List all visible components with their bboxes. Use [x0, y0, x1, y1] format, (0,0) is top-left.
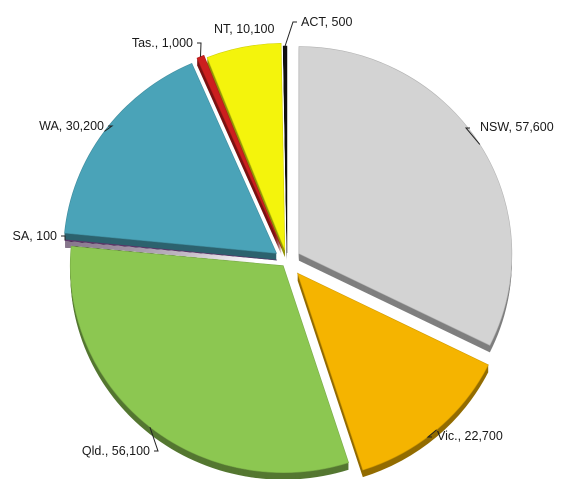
- leader-line-sa: [61, 235, 66, 241]
- data-label-sa: SA, 100: [13, 229, 58, 243]
- slice-layer: [64, 42, 513, 473]
- label-layer: NSW, 57,600 Vic., 22,700 Qld., 56,100 SA, 1…: [13, 15, 554, 458]
- leader-line-nsw: [464, 127, 481, 145]
- data-label-nt: NT, 10,100: [214, 22, 275, 36]
- data-label-vic: Vic., 22,700: [437, 429, 503, 443]
- pie-slice-qld: [69, 245, 349, 473]
- pie-slice-nt: [206, 42, 286, 251]
- data-label-tas: Tas., 1,000: [132, 36, 193, 50]
- slice-depth-sa: [64, 242, 278, 264]
- leader-line-vic: [426, 429, 437, 438]
- leader-line-layer: [61, 21, 481, 452]
- data-label-qld: Qld., 56,100: [82, 444, 150, 458]
- slice-depth-sa: [64, 241, 278, 263]
- leader-line-act: [284, 21, 297, 47]
- data-label-nsw: NSW, 57,600: [480, 120, 554, 134]
- leader-line-tas: [197, 42, 202, 57]
- leader-line-wa: [104, 125, 114, 132]
- slice-depth-sa: [64, 240, 278, 262]
- slice-depth-sa: [64, 243, 278, 265]
- data-label-act: ACT, 500: [301, 15, 352, 29]
- leader-line-qld: [149, 426, 159, 452]
- data-label-wa: WA, 30,200: [39, 119, 104, 133]
- pie-slice-act: [282, 45, 288, 254]
